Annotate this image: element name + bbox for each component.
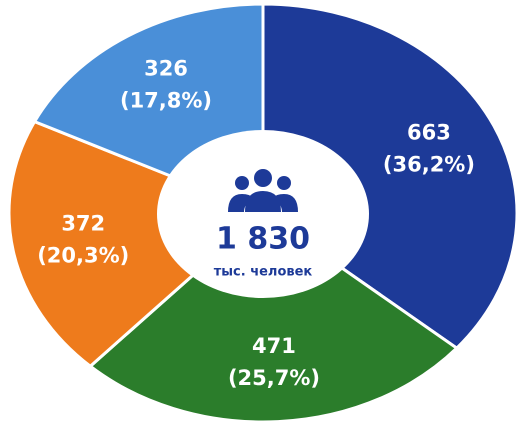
slices [7, 2, 519, 423]
value-label: 471 [252, 334, 296, 358]
slice [87, 211, 460, 423]
slice [7, 119, 266, 369]
value-label: 372 [61, 212, 105, 236]
slice [261, 2, 519, 351]
people-icon [228, 169, 298, 212]
percent-label: (20,3%) [37, 244, 129, 268]
percent-label: (25,7%) [228, 366, 320, 390]
value-label: 663 [407, 121, 451, 145]
total: 1 830 [216, 222, 310, 257]
percent-label: (17,8%) [120, 88, 212, 112]
donut-hole [157, 130, 369, 298]
subtitle: тыс. человек [214, 265, 313, 280]
value-label: 326 [144, 56, 188, 80]
percent-label: (36,2%) [383, 153, 475, 177]
